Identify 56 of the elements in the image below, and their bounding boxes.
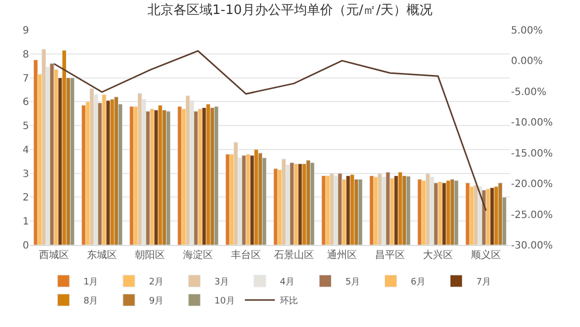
bar: [358, 179, 363, 245]
y-tick-label: 4: [22, 144, 29, 156]
y2-tick-label: -15.00%: [511, 148, 553, 160]
bar: [438, 181, 442, 245]
y2-tick-label: -10.00%: [511, 118, 553, 129]
y2-tick-label: -5.00%: [511, 86, 546, 98]
x-tick-label: 海淀区: [183, 249, 213, 261]
x-tick-label: 昌平区: [375, 250, 405, 261]
y-tick-label: 9: [22, 26, 29, 36]
bar: [246, 154, 250, 245]
y-tick-label: 0: [22, 240, 29, 252]
x-tick-label: 西城区: [39, 249, 69, 261]
legend-label: 环比: [280, 296, 298, 307]
chart-title: 北京各区域1-10月办公平均单价（元/㎡/天）概况: [147, 3, 433, 18]
legend-label: 8月: [84, 296, 98, 307]
legend-label: 1月: [84, 278, 98, 288]
bar: [406, 176, 411, 245]
bar: [294, 164, 298, 245]
legend-label: 10月: [214, 296, 235, 307]
bar: [486, 188, 490, 245]
x-tick-label: 石景山区: [274, 249, 314, 261]
y-tick-label: 2: [22, 192, 29, 204]
y2-tick-label: 0.00%: [511, 56, 543, 68]
y2-tick-label: -20.00%: [511, 179, 553, 190]
y-tick-label: 6: [22, 97, 29, 108]
legend-label: 2月: [148, 278, 164, 288]
y-tick-label: 5: [22, 121, 29, 132]
y-tick-label: 1: [22, 216, 29, 228]
bar: [214, 106, 219, 245]
x-tick-label: 大兴区: [423, 249, 453, 261]
line-series: [53, 50, 487, 212]
x-tick-label: 东城区: [87, 249, 117, 261]
bar: [150, 108, 154, 245]
x-tick-label: 通州区: [327, 249, 357, 261]
y2-tick-label: 5.00%: [511, 26, 543, 36]
x-tick-label: 朝阳区: [135, 249, 165, 261]
bar: [498, 182, 503, 245]
y-tick-label: 8: [22, 49, 29, 60]
legend-label: 7月: [476, 278, 491, 288]
legend-label: 5月: [345, 278, 360, 288]
legend-label: 6月: [410, 278, 426, 288]
y2-tick-label: -30.00%: [511, 240, 553, 252]
bar: [166, 110, 171, 245]
y2-tick-label: -25.00%: [511, 210, 553, 221]
x-tick-label: 丰台区: [231, 249, 261, 261]
bar: [70, 78, 75, 245]
legend-label: 3月: [214, 278, 230, 288]
bar: [310, 162, 315, 245]
y-tick-label: 7: [22, 73, 29, 84]
legend-label: 4月: [280, 278, 295, 288]
bar: [102, 94, 106, 245]
x-tick-label: 顺义区: [471, 249, 501, 261]
legend-label: 9月: [148, 296, 164, 307]
bar: [454, 180, 459, 245]
y-tick-label: 3: [22, 168, 29, 180]
bar: [198, 108, 202, 245]
